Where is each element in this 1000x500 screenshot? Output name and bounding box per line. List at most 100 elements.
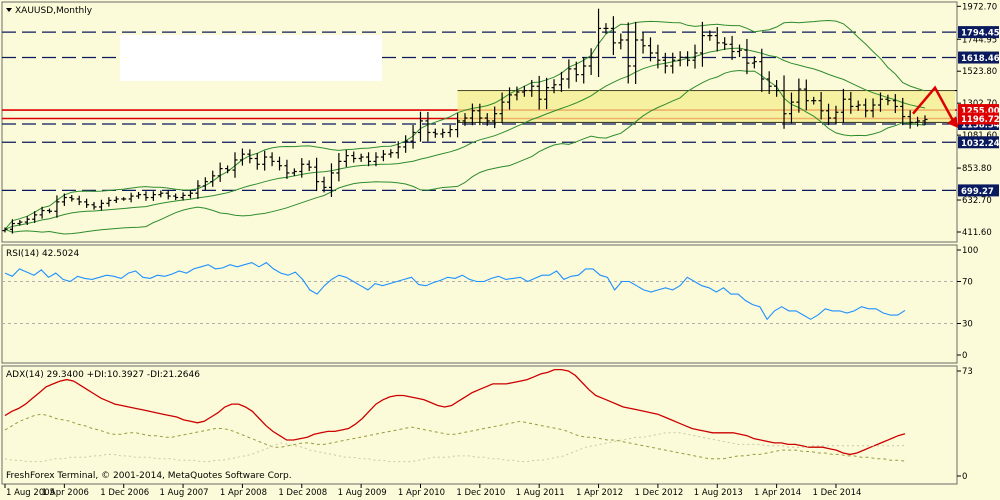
ohlc-bar (254, 153, 260, 170)
ohlc-bar (900, 97, 906, 126)
ohlc-bar (195, 180, 201, 199)
ohlc-bar (299, 158, 305, 178)
blank-label-box (120, 35, 382, 81)
ohlc-bar (225, 165, 231, 174)
ohlc-bar (774, 80, 780, 97)
ohlc-bar (106, 197, 112, 207)
level-tag-text: 1618.46 (961, 54, 1000, 64)
level-tag: 1794.45 (958, 26, 1000, 39)
level-tag-text: 1794.45 (961, 29, 1000, 39)
bollinger-bands (4, 19, 926, 235)
price-panel-title: XAUUSD,Monthly (15, 6, 93, 16)
ohlc-bar (76, 195, 82, 206)
level-tag-text: 699.27 (961, 187, 994, 197)
rsi-tick-label: 70 (962, 278, 973, 288)
ohlc-bar (892, 94, 898, 114)
ohlc-bar (877, 92, 883, 112)
ohlc-bar (284, 159, 290, 179)
ohlc-bar (536, 75, 542, 110)
ohlc-bar (187, 190, 193, 199)
rsi-panel-title: RSI(14) 42.5024 (6, 249, 79, 259)
ohlc-bar (417, 111, 423, 142)
ohlc-bar (165, 189, 171, 200)
ohlc-bar (551, 79, 557, 94)
ohlc-bar (699, 21, 705, 67)
level-tag-bg (958, 136, 999, 149)
ohlc-bar (514, 86, 520, 101)
level-tag: 699.27 (958, 184, 999, 197)
ohlc-bar (818, 92, 824, 120)
ohlc-bar (737, 44, 743, 58)
ohlc-bar (907, 110, 913, 129)
panel-menu-icon[interactable] (6, 8, 12, 12)
rsi-axis: 100 70 30 0 (957, 246, 978, 361)
ohlc-bar (98, 199, 104, 211)
price-tick-label: 632.70 (962, 196, 992, 206)
ohlc-bar (558, 71, 564, 92)
ohlc-bar (232, 152, 238, 178)
ohlc-bar (366, 152, 372, 167)
ohlc-bar (618, 33, 624, 50)
arrow-head-icon (947, 116, 959, 129)
ohlc-bar (885, 94, 891, 106)
red-level-tag-text: 1255.00 (961, 107, 1000, 117)
ohlc-bar (17, 219, 23, 226)
price-bars (2, 8, 928, 234)
ohlc-bar (566, 59, 572, 89)
ohlc-bar (781, 75, 787, 129)
ohlc-bar (848, 91, 854, 114)
level-tag-bg (958, 26, 999, 39)
ohlc-bar (388, 149, 394, 158)
bollinger-upper-line (4, 19, 926, 230)
ohlc-bar (143, 191, 149, 201)
ohlc-bar (544, 77, 550, 110)
ohlc-bar (128, 192, 134, 203)
red-level-tag: 1196.72 (958, 112, 1000, 125)
forecast-arrow-line (912, 85, 957, 125)
level-tag-bg (958, 184, 999, 197)
level-tag-text: 1158.54 (961, 121, 1000, 131)
price-tick-label: 1972.70 (962, 2, 997, 12)
time-tick-label: 1 Dec 2006 (100, 488, 149, 498)
adx-tick-label: 0 (962, 472, 967, 482)
adx-panel-title: ADX(14) 29.3400 +DI:10.3927 -DI:21.2646 (6, 370, 200, 380)
ohlc-bar (670, 52, 676, 74)
ohlc-bar (217, 162, 223, 182)
price-axis: 1972.701744.951523.801302.701081.60853.8… (957, 2, 1000, 238)
rsi-panel-frame (1, 244, 958, 364)
ohlc-bar (69, 194, 75, 202)
ohlc-bar (788, 92, 794, 124)
ohlc-bar (32, 211, 38, 223)
ohlc-bar (239, 148, 245, 166)
adx-lines (4, 368, 906, 463)
ohlc-bar (447, 124, 453, 138)
time-tick-label: 1 Dec 2012 (634, 488, 683, 498)
adx-axis: 73 0 (957, 367, 973, 482)
ohlc-bar (455, 113, 461, 138)
ohlc-bar (395, 141, 401, 159)
ohlc-bar (863, 98, 869, 118)
ohlc-bar (922, 115, 928, 126)
rsi-line (4, 261, 906, 321)
ohlc-bar (603, 23, 609, 34)
ohlc-bar (766, 71, 772, 94)
level-tag: 1032.24 (958, 136, 1000, 149)
price-tick-label: 1744.95 (962, 35, 997, 45)
ohlc-bar (722, 37, 728, 50)
ohlc-bar (469, 103, 475, 126)
ohlc-bar (180, 192, 186, 201)
support-resistance-zone (457, 90, 955, 123)
ohlc-bar (744, 39, 750, 75)
copyright-text: FreshForex Terminal, © 2001-2014, MetaQu… (6, 471, 292, 481)
ohlc-bar (662, 52, 668, 74)
ohlc-bar (210, 170, 216, 187)
ohlc-bar (811, 96, 817, 105)
ohlc-bar (588, 48, 594, 76)
time-tick-label: 1 Apr 2010 (398, 488, 445, 498)
ohlc-bar (714, 27, 720, 52)
ohlc-bar (855, 100, 861, 111)
ohlc-bar (328, 163, 334, 198)
ohlc-bar (826, 103, 832, 126)
ohlc-bar (425, 111, 431, 142)
ohlc-bar (462, 113, 468, 126)
